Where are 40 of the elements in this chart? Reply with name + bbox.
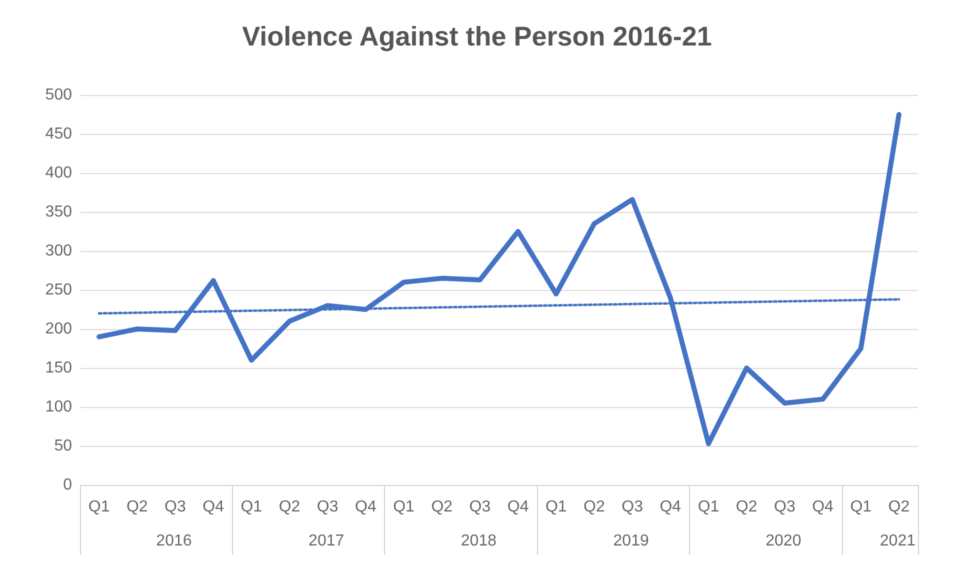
x-tick-label: Q1 — [88, 498, 110, 516]
x-tick-label: Q3 — [164, 498, 186, 516]
x-tick-label: Q2 — [736, 498, 758, 516]
text: 2017 — [308, 532, 344, 550]
y-tick-label: 100 — [45, 398, 72, 416]
x-tick-label: Q2 — [126, 498, 148, 516]
x-tick-label: Q4 — [355, 498, 376, 516]
y-tick-label: 450 — [45, 126, 72, 142]
y-tick-label: 50 — [54, 438, 72, 454]
x-tick-label: Q1 — [850, 498, 872, 516]
text: 2018 — [460, 532, 497, 550]
text: 2019 — [613, 532, 649, 550]
x-tick-label: Q2 — [431, 498, 453, 516]
y-tick-label: 0 — [63, 476, 72, 494]
x-tick-label: Q3 — [469, 498, 491, 516]
text: 2016 — [156, 532, 192, 550]
y-tick-label: 200 — [45, 320, 72, 338]
x-tick-label: Q4 — [812, 498, 834, 516]
x-tick-label: Q4 — [202, 498, 224, 516]
x-tick-label: Q2 — [888, 498, 910, 516]
y-tick-label: 150 — [45, 360, 72, 376]
x-tick-label: Q3 — [622, 498, 644, 516]
y-tick-label: 350 — [45, 204, 72, 220]
x-tick-label: Q1 — [240, 498, 262, 516]
x-tick-label: Q2 — [278, 498, 300, 516]
x-tick-label: Q3 — [774, 498, 796, 516]
y-tick-label: 400 — [45, 164, 72, 182]
y-tick-label: 500 — [45, 86, 72, 104]
y-tick-label: 250 — [45, 282, 72, 298]
x-tick-label: Q1 — [393, 498, 415, 516]
text: 2021 — [880, 532, 916, 550]
text: 2020 — [766, 532, 802, 550]
x-tick-label: Q4 — [660, 498, 682, 516]
chart-title: Violence Against the Person 2016-21 — [242, 22, 712, 52]
x-tick-label: Q2 — [584, 498, 605, 516]
x-tick-label: Q4 — [507, 498, 529, 516]
x-tick-label: Q1 — [698, 498, 720, 516]
x-tick-label: Q3 — [316, 498, 338, 516]
y-tick-label: 300 — [45, 242, 72, 260]
x-tick-label: Q1 — [545, 498, 567, 516]
